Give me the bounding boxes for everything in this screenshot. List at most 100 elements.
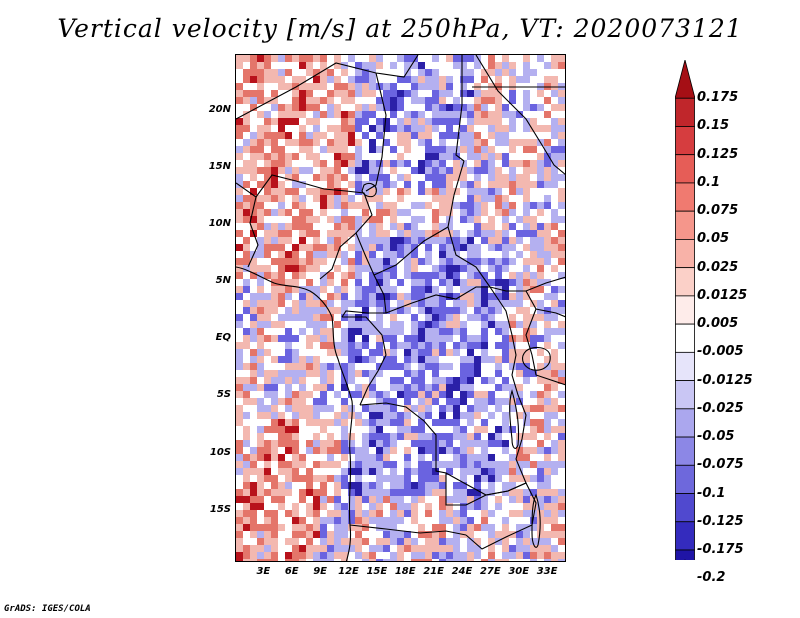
- field-cell: [278, 111, 286, 119]
- field-cell: [453, 538, 461, 546]
- field-cell: [411, 384, 419, 392]
- field-cell: [502, 76, 510, 84]
- field-cell: [411, 433, 419, 441]
- field-cell: [306, 104, 314, 112]
- field-cell: [278, 139, 286, 147]
- field-cell: [544, 356, 552, 364]
- field-cell: [446, 307, 454, 315]
- field-cell: [404, 454, 412, 462]
- field-cell: [376, 76, 384, 84]
- field-cell: [383, 545, 391, 553]
- field-cell: [488, 531, 496, 539]
- field-cell: [334, 391, 342, 399]
- field-cell: [306, 356, 314, 364]
- field-cell: [502, 223, 510, 231]
- field-cell: [537, 69, 545, 77]
- field-cell: [306, 545, 314, 553]
- field-cell: [516, 454, 524, 462]
- field-cell: [523, 69, 531, 77]
- field-cell: [243, 405, 251, 413]
- field-cell: [551, 188, 559, 196]
- field-cell: [257, 223, 265, 231]
- field-cell: [278, 223, 286, 231]
- field-cell: [292, 335, 300, 343]
- field-cell: [495, 349, 503, 357]
- field-cell: [292, 489, 300, 497]
- field-cell: [236, 160, 244, 168]
- field-cell: [460, 447, 468, 455]
- field-cell: [341, 153, 349, 161]
- field-cell: [495, 447, 503, 455]
- field-cell: [313, 174, 321, 182]
- field-cell: [432, 321, 440, 329]
- field-cell: [425, 111, 433, 119]
- field-cell: [306, 62, 314, 70]
- field-cell: [292, 419, 300, 427]
- field-cell: [257, 111, 265, 119]
- field-cell: [306, 76, 314, 84]
- field-cell: [341, 398, 349, 406]
- field-cell: [264, 503, 272, 511]
- field-cell: [285, 461, 293, 469]
- field-cell: [523, 440, 531, 448]
- field-cell: [313, 90, 321, 98]
- field-cell: [404, 90, 412, 98]
- field-cell: [313, 321, 321, 329]
- field-cell: [334, 279, 342, 287]
- field-cell: [558, 174, 565, 182]
- field-cell: [299, 496, 307, 504]
- field-cell: [299, 552, 307, 560]
- field-cell: [285, 153, 293, 161]
- field-cell: [313, 153, 321, 161]
- field-cell: [551, 209, 559, 217]
- field-cell: [488, 517, 496, 525]
- field-cell: [397, 545, 405, 553]
- field-cell: [460, 195, 468, 203]
- field-cell: [530, 517, 538, 525]
- field-cell: [271, 230, 279, 238]
- field-cell: [544, 209, 552, 217]
- field-cell: [390, 55, 398, 63]
- field-cell: [495, 384, 503, 392]
- field-cell: [544, 489, 552, 497]
- field-cell: [523, 545, 531, 553]
- field-cell: [271, 286, 279, 294]
- field-cell: [530, 62, 538, 70]
- field-cell: [467, 468, 475, 476]
- field-cell: [390, 125, 398, 133]
- field-cell: [306, 531, 314, 539]
- field-cell: [250, 370, 258, 378]
- field-cell: [369, 76, 377, 84]
- field-cell: [467, 510, 475, 518]
- field-cell: [460, 419, 468, 427]
- field-cell: [425, 272, 433, 280]
- field-cell: [474, 482, 482, 490]
- field-cell: [292, 202, 300, 210]
- field-cell: [474, 111, 482, 119]
- field-cell: [327, 503, 335, 511]
- field-cell: [299, 384, 307, 392]
- field-cell: [453, 482, 461, 490]
- field-cell: [558, 321, 565, 329]
- field-cell: [411, 482, 419, 490]
- field-cell: [502, 370, 510, 378]
- field-cell: [411, 342, 419, 350]
- field-cell: [341, 97, 349, 105]
- field-cell: [278, 146, 286, 154]
- field-cell: [418, 153, 426, 161]
- field-cell: [271, 482, 279, 490]
- field-cell: [299, 468, 307, 476]
- field-cell: [439, 517, 447, 525]
- field-cell: [313, 62, 321, 70]
- field-cell: [292, 433, 300, 441]
- field-cell: [257, 118, 265, 126]
- field-cell: [404, 223, 412, 231]
- field-cell: [243, 419, 251, 427]
- field-cell: [551, 454, 559, 462]
- field-cell: [341, 132, 349, 140]
- field-cell: [446, 391, 454, 399]
- field-cell: [474, 391, 482, 399]
- field-cell: [565, 405, 566, 413]
- field-cell: [292, 545, 300, 553]
- field-cell: [474, 230, 482, 238]
